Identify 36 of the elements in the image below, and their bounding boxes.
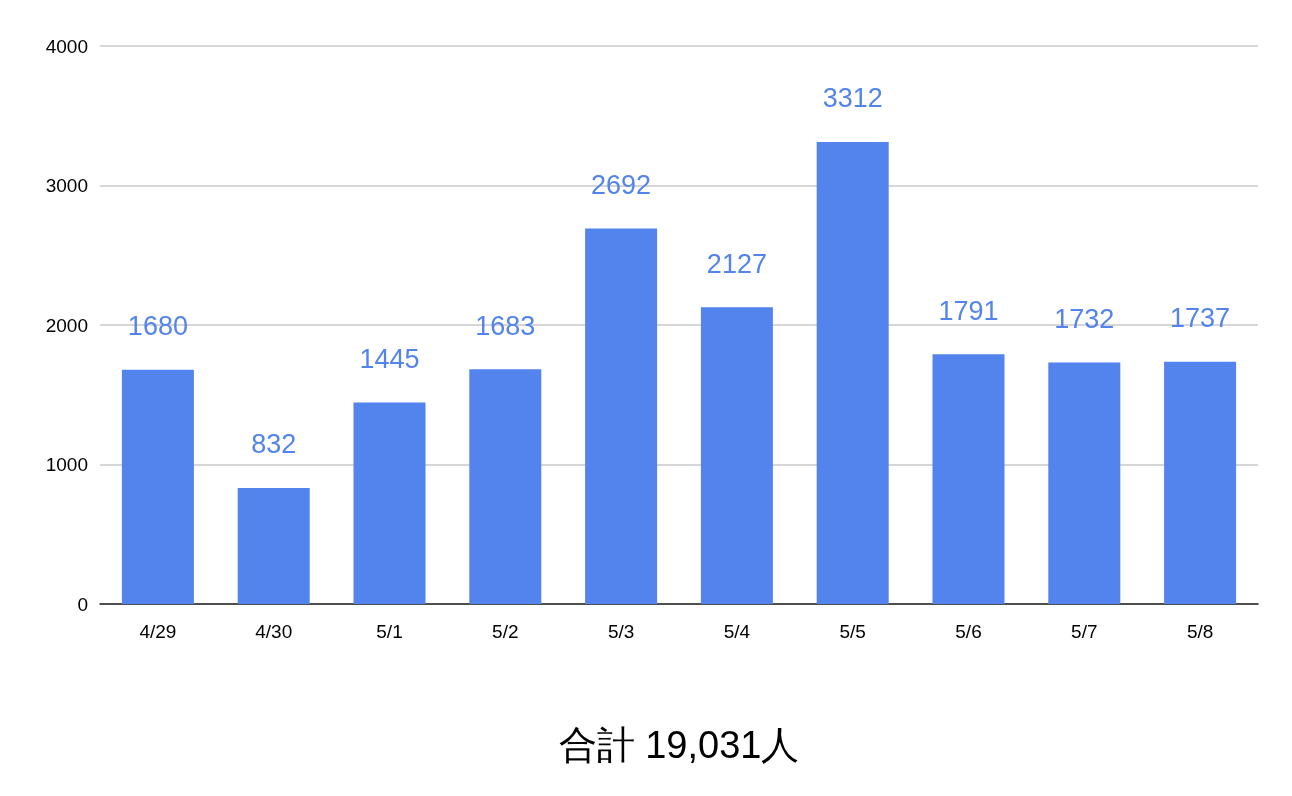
x-tick-label: 5/6	[955, 621, 982, 642]
x-tick-label: 4/30	[255, 621, 293, 642]
data-label: 2692	[591, 169, 652, 200]
bar	[932, 354, 1005, 604]
x-tick-label: 5/5	[839, 621, 866, 642]
x-axis-title: 合計 19,031人	[558, 724, 800, 766]
data-label: 1683	[475, 310, 536, 341]
data-label: 1737	[1170, 303, 1231, 334]
bar	[353, 402, 426, 604]
bar	[121, 369, 194, 604]
y-tick-label: 3000	[45, 175, 88, 196]
x-tick-label: 5/2	[492, 621, 519, 642]
y-tick-label: 4000	[45, 35, 88, 57]
bar	[816, 141, 889, 604]
bar	[469, 369, 542, 604]
x-tick-label: 5/8	[1186, 621, 1214, 642]
y-tick-label: 1000	[45, 454, 88, 475]
bar	[1164, 361, 1237, 604]
bar	[1048, 362, 1121, 604]
bar	[700, 307, 773, 604]
data-label: 1445	[359, 343, 420, 374]
x-tick-label: 5/1	[376, 621, 403, 642]
data-label: 1732	[1054, 303, 1115, 334]
data-label: 832	[251, 429, 297, 460]
bar	[585, 228, 658, 604]
y-tick-label: 2000	[45, 314, 88, 336]
x-tick-label: 5/4	[723, 621, 751, 642]
data-label: 3312	[822, 83, 883, 114]
bar	[237, 487, 310, 604]
x-tick-label: 4/29	[139, 621, 177, 642]
x-tick-label: 5/7	[1071, 621, 1098, 642]
data-label: 1791	[938, 295, 999, 326]
data-label: 1680	[127, 311, 188, 342]
y-tick-label: 0	[77, 593, 88, 615]
x-tick-label: 5/3	[607, 621, 635, 642]
data-label: 2127	[706, 248, 767, 279]
